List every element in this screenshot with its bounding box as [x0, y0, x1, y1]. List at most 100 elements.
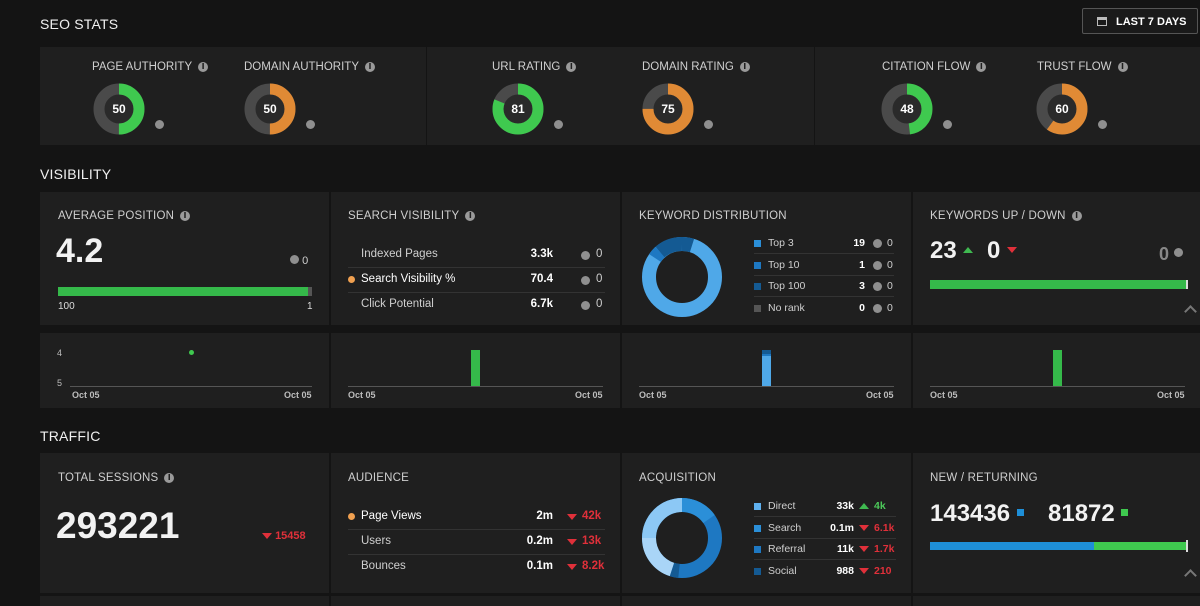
lower-panel [622, 596, 911, 606]
date-start-label: Oct 05 [72, 390, 100, 400]
arrow-up-icon [963, 247, 974, 253]
info-icon[interactable]: i [976, 62, 987, 72]
acquisition-label: ACQUISITION [639, 472, 716, 484]
collapse-chevron-icon[interactable] [1184, 305, 1197, 318]
audience-row: Bounces 0.1m 8.2k [348, 560, 608, 576]
keyword-distribution-trend-chart: Oct 05 Oct 05 [622, 333, 911, 408]
date-range-label: LAST 7 DAYS [1116, 16, 1187, 28]
row-label: Bounces [361, 560, 406, 572]
metric-gauge: 81 [492, 83, 544, 135]
row-change: 0 [596, 273, 603, 285]
acquisition-card: ACQUISITION Direct 33k 4k Search 0.1m 6.1k Ref… [622, 453, 911, 593]
metric-gauge: 60 [1036, 83, 1088, 135]
acquisition-row: Direct 33k 4k [754, 500, 904, 514]
info-icon[interactable]: i [180, 211, 191, 221]
audience-row: Page Views 2m 42k [348, 510, 608, 526]
info-icon[interactable]: i [164, 473, 175, 483]
row-label: Referral [768, 543, 806, 555]
position-range-min: 100 [58, 301, 75, 312]
row-value: 0 [859, 301, 865, 314]
row-label: No rank [768, 301, 805, 314]
neutral-dot-icon [554, 120, 563, 129]
date-range-button[interactable]: LAST 7 DAYS [1082, 8, 1198, 34]
arrow-down-icon [859, 567, 869, 574]
search-visibility-trend-chart: Oct 05 Oct 05 [331, 333, 620, 408]
neutral-dot-icon [581, 301, 590, 310]
collapse-chevron-icon[interactable] [1184, 569, 1197, 582]
row-label: Social [768, 564, 797, 577]
acquisition-row: Search 0.1m 6.1k [754, 522, 904, 536]
keyword-distribution-card: KEYWORD DISTRIBUTION Top 3 19 0 Top 10 1 0 Top… [622, 192, 911, 325]
row-change: 0 [887, 301, 893, 314]
date-end-label: Oct 05 [1157, 390, 1185, 400]
info-icon[interactable]: i [1071, 211, 1082, 221]
row-change: 0 [596, 298, 603, 310]
neutral-dot-icon [1174, 248, 1184, 257]
metric-gauge: 48 [881, 83, 933, 135]
audience-row: Users 0.2m 13k [348, 535, 608, 551]
metric-label: PAGE AUTHORITY i [92, 61, 209, 73]
row-value: 2m [536, 510, 553, 522]
date-end-label: Oct 05 [866, 390, 894, 400]
metric-gauge: 75 [642, 83, 694, 135]
new-returning-label: NEW / RETURNING [930, 472, 1038, 484]
new-legend-square [1016, 509, 1024, 516]
date-end-label: Oct 05 [284, 390, 312, 400]
info-icon[interactable]: i [465, 211, 476, 221]
row-value: 3 [859, 280, 865, 292]
trend-point [189, 350, 194, 355]
arrow-up-icon [859, 503, 869, 509]
trend-bar [471, 350, 480, 386]
trend-bar [1053, 350, 1062, 386]
arrow-down-icon [859, 546, 869, 552]
row-change: 0 [887, 237, 893, 249]
row-label: Top 10 [768, 258, 800, 271]
keywords-up-down-card: KEYWORDS UP / DOWN i 23 0 0 [913, 192, 1200, 325]
arrow-down-icon [262, 533, 272, 539]
seo-stats-title: SEO STATS [40, 16, 119, 32]
metric-label: CITATION FLOW i [882, 61, 987, 73]
audience-card: AUDIENCE Page Views 2m 42k Users 0.2m 13k Boun… [331, 453, 620, 593]
info-icon[interactable]: i [1117, 62, 1128, 72]
row-label: Page Views [361, 510, 422, 522]
legend-square [754, 567, 761, 575]
row-value: 11k [837, 543, 854, 555]
legend-square [754, 261, 761, 269]
total-sessions-change: 15458 [262, 530, 306, 542]
neutral-dot-icon [704, 120, 713, 129]
keyword-distribution-row: Top 100 3 0 [754, 280, 899, 294]
row-value: 70.4 [530, 273, 553, 285]
neutral-dot-icon [943, 120, 952, 129]
row-value: 0.1m [526, 560, 553, 572]
arrow-down-icon [567, 539, 577, 545]
row-divider [754, 537, 896, 539]
keyword-distribution-row: Top 10 1 0 [754, 259, 899, 273]
row-divider [754, 296, 894, 297]
info-icon[interactable]: i [198, 62, 209, 72]
total-sessions-value: 293221 [56, 505, 180, 546]
legend-square [754, 503, 761, 510]
info-icon[interactable]: i [566, 62, 577, 72]
position-range-max: 1 [307, 301, 313, 312]
row-label: Click Potential [361, 298, 434, 310]
neutral-dot-icon [873, 239, 882, 248]
info-icon[interactable]: i [365, 62, 376, 72]
search-visibility-row: Indexed Pages 3.3k 0 [348, 248, 608, 264]
new-visitors-value: 143436 [930, 500, 1024, 528]
keyword-distribution-row: No rank 0 0 [754, 302, 899, 316]
row-value: 1 [859, 258, 865, 271]
keywords-up-value: 23 [930, 237, 974, 265]
arrow-down-icon [567, 514, 577, 520]
date-end-label: Oct 05 [575, 390, 603, 400]
info-icon[interactable]: i [739, 62, 750, 72]
average-position-card: AVERAGE POSITION i 4.2 0 100 1 [40, 192, 329, 325]
returning-legend-square [1121, 509, 1129, 516]
row-divider [348, 292, 605, 293]
date-start-label: Oct 05 [348, 390, 376, 400]
neutral-dot-icon [581, 251, 590, 260]
arrow-down-icon [567, 564, 577, 570]
metric-label: URL RATING i [492, 61, 577, 73]
keywords-down-value: 0 [987, 237, 1018, 265]
row-divider [754, 516, 896, 517]
metric-label: DOMAIN AUTHORITY i [244, 61, 376, 73]
